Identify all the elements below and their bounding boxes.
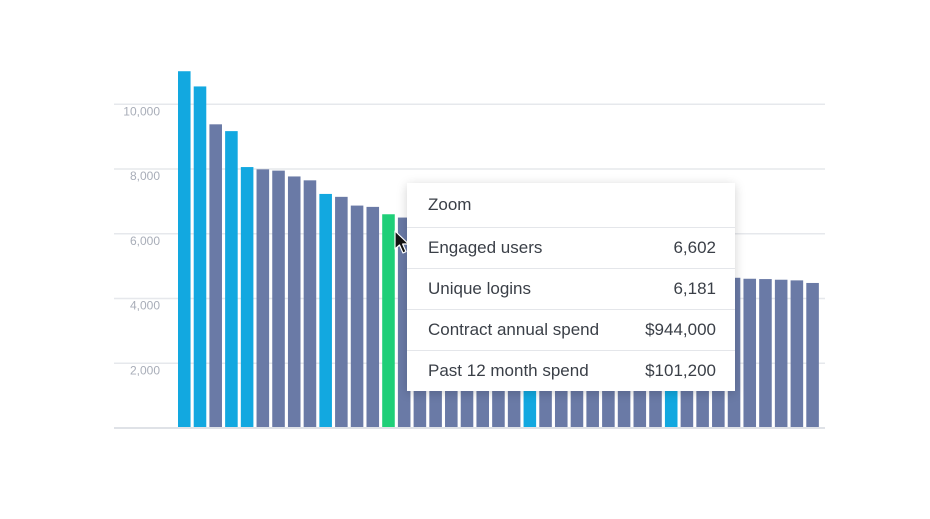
bar-tooltip: Zoom Engaged users 6,602 Unique logins 6… — [407, 183, 735, 391]
bar[interactable] — [303, 180, 317, 428]
tooltip-value: 6,181 — [673, 279, 716, 298]
bar[interactable] — [178, 71, 191, 428]
bar[interactable] — [319, 193, 332, 428]
y-tick-label: 2,000 — [130, 363, 160, 377]
arrow-pointer-icon — [394, 230, 410, 254]
bar[interactable] — [743, 278, 757, 428]
bar[interactable] — [272, 170, 285, 428]
y-axis: 2,000 4,000 6,000 8,000 10,000 — [123, 104, 160, 377]
tooltip-value: 6,602 — [673, 238, 716, 257]
tooltip-value: $101,200 — [645, 361, 716, 380]
tooltip-value: $944,000 — [645, 320, 716, 339]
tooltip-row-unique-logins: Unique logins 6,181 — [407, 268, 735, 309]
bar[interactable] — [790, 280, 804, 428]
tooltip-label: Unique logins — [428, 279, 532, 298]
bar[interactable] — [240, 167, 254, 428]
bar[interactable] — [806, 282, 819, 428]
y-tick-label: 6,000 — [130, 234, 160, 248]
tooltip-label: Contract annual spend — [428, 320, 600, 339]
bar-selected[interactable] — [382, 214, 395, 428]
y-tick-label: 10,000 — [123, 104, 160, 118]
bar[interactable] — [287, 176, 301, 428]
tooltip-row-contract-annual-spend: Contract annual spend $944,000 — [407, 309, 735, 350]
bar[interactable] — [209, 124, 222, 428]
bar[interactable] — [193, 86, 207, 428]
bar[interactable] — [774, 279, 788, 428]
y-tick-label: 4,000 — [130, 299, 160, 313]
y-tick-label: 8,000 — [130, 169, 160, 183]
bar[interactable] — [366, 206, 380, 428]
tooltip-label: Past 12 month spend — [428, 361, 589, 380]
bar[interactable] — [335, 196, 348, 428]
bar[interactable] — [759, 279, 772, 428]
bar[interactable] — [225, 131, 238, 428]
tooltip-title: Zoom — [428, 195, 472, 214]
bar[interactable] — [256, 169, 270, 428]
bar[interactable] — [350, 205, 364, 428]
tooltip-row-past-12-month-spend: Past 12 month spend $101,200 — [407, 350, 735, 391]
tooltip-label: Engaged users — [428, 238, 543, 257]
tooltip-row-engaged-users: Engaged users 6,602 — [407, 227, 735, 268]
